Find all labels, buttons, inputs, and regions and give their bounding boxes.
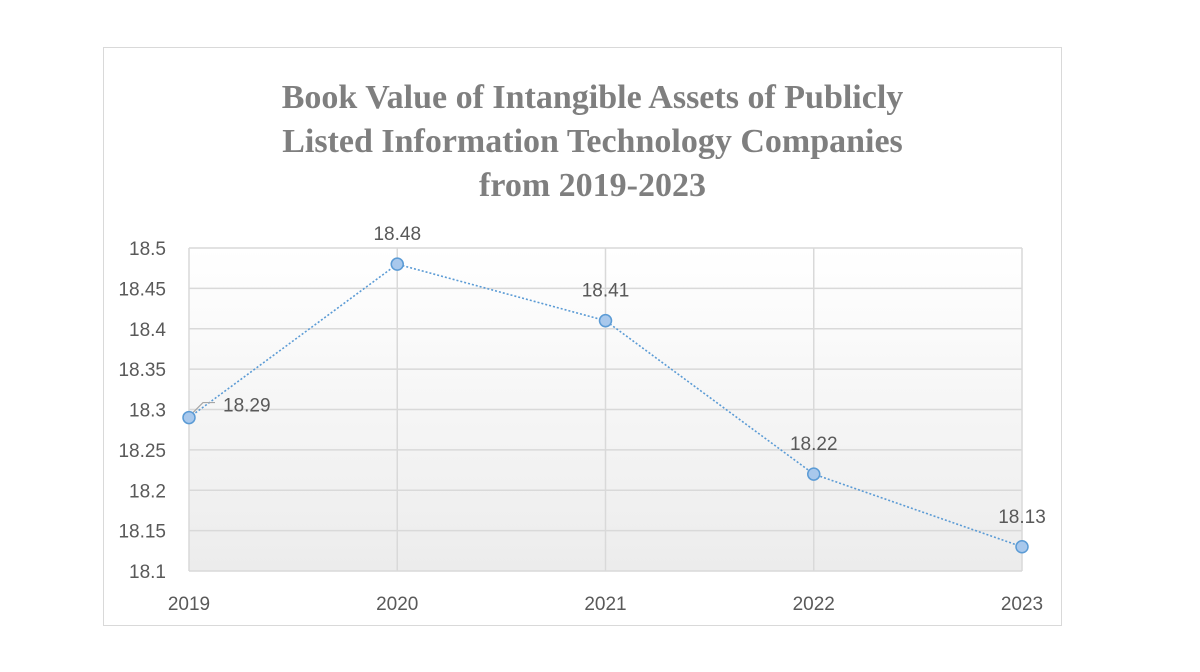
y-tick-label: 18.15 bbox=[118, 522, 166, 543]
y-tick-label: 18.5 bbox=[129, 239, 166, 260]
y-tick-label: 18.1 bbox=[129, 562, 166, 583]
chart-title-line-3: from 2019-2023 bbox=[479, 167, 706, 204]
y-tick-label: 18.4 bbox=[129, 320, 166, 341]
data-point bbox=[390, 257, 404, 271]
series-line bbox=[188, 263, 1023, 548]
y-tick-label: 18.2 bbox=[129, 481, 166, 502]
y-tick-label: 18.45 bbox=[118, 279, 166, 300]
series-layer: 18.29 18.48 18.41 18.22 18.13 bbox=[182, 224, 1046, 554]
x-axis: 2019 2020 2021 2022 2023 bbox=[168, 594, 1043, 615]
data-point bbox=[807, 467, 821, 481]
data-point bbox=[598, 313, 613, 328]
data-label: 18.29 bbox=[223, 396, 271, 417]
y-tick-label: 18.3 bbox=[129, 401, 166, 422]
y-tick-label: 18.35 bbox=[118, 360, 166, 381]
x-tick-label: 2021 bbox=[584, 594, 626, 615]
x-tick-label: 2023 bbox=[1001, 594, 1043, 615]
data-label: 18.22 bbox=[790, 434, 838, 455]
x-tick-label: 2020 bbox=[376, 594, 418, 615]
data-point bbox=[1015, 540, 1029, 554]
chart-title: Book Value of Intangible Assets of Publi… bbox=[0, 76, 1185, 208]
data-label-leader bbox=[192, 401, 215, 413]
y-axis: 18.1 18.15 18.2 18.25 18.3 18.35 18.4 18.45 18.5 bbox=[118, 239, 166, 583]
data-point bbox=[182, 410, 196, 425]
gridlines bbox=[188, 247, 1023, 572]
chart-title-line-1: Book Value of Intangible Assets of Publi… bbox=[281, 79, 904, 116]
data-label: 18.48 bbox=[373, 224, 421, 245]
data-label: 18.13 bbox=[998, 507, 1046, 528]
y-tick-label: 18.25 bbox=[118, 441, 166, 462]
data-label: 18.41 bbox=[582, 281, 630, 302]
chart-title-line-2: Listed Information Technology Companies bbox=[282, 123, 903, 160]
x-tick-label: 2022 bbox=[793, 594, 835, 615]
x-tick-label: 2019 bbox=[168, 594, 210, 615]
